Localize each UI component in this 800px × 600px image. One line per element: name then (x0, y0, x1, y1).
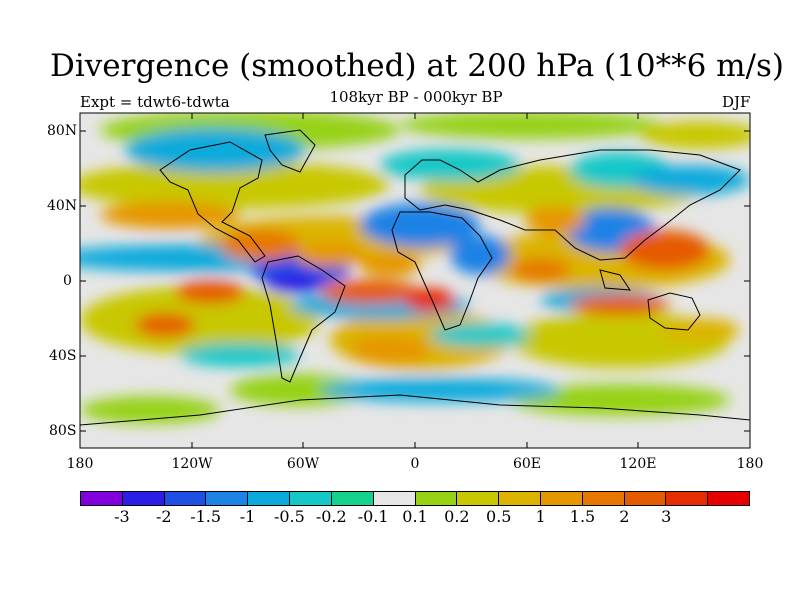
colorbar-label: 1 (535, 507, 546, 526)
colorbar-label: 0.2 (444, 507, 470, 526)
lat-label-80n: 80N (47, 123, 78, 139)
colorbar-label: 0.1 (402, 507, 428, 526)
lat-label-eq: 0 (63, 273, 72, 289)
colorbar-swatch (457, 492, 500, 505)
colorbar-swatch (499, 492, 541, 505)
colorbar-swatch (331, 492, 374, 505)
colorbar-label: -0.1 (357, 507, 389, 526)
colorbar-label: -0.5 (273, 507, 305, 526)
colorbar-label: -3 (114, 507, 130, 526)
colorbar-swatch (373, 492, 416, 505)
colorbar-label: 0.5 (486, 507, 512, 526)
colorbar-label: -1.5 (190, 507, 222, 526)
lon-label-180w: 180 (66, 456, 94, 472)
lon-label-0: 0 (410, 456, 420, 472)
colorbar-swatch (290, 492, 332, 505)
coastlines (80, 129, 750, 426)
colorbar-label: 1.5 (569, 507, 596, 526)
lon-label-60e: 60E (512, 456, 542, 472)
colorbar-label: 3 (661, 507, 672, 526)
season-label: DJF (722, 93, 751, 111)
divergence-field (80, 113, 750, 448)
experiment-label: Expt = tdwt6-tdwta (80, 93, 230, 111)
lat-label-40s: 40S (49, 348, 77, 364)
lon-label-60w: 60W (286, 456, 320, 472)
lon-label-120w: 120W (171, 456, 213, 472)
lon-label-120e: 120E (619, 456, 657, 472)
colorbar-swatch (122, 492, 165, 505)
colorbar (80, 491, 750, 506)
colorbar-swatch (248, 492, 291, 505)
colorbar-swatch (582, 492, 625, 505)
lon-label-180e: 180 (736, 456, 764, 472)
lat-label-40n: 40N (47, 198, 78, 214)
colorbar-swatch (624, 492, 667, 505)
colorbar-swatch (415, 492, 458, 505)
colorbar-swatch (206, 492, 249, 505)
colorbar-label: -0.2 (315, 507, 347, 526)
plot-subtitle: 108kyr BP - 000kyr BP (329, 88, 503, 106)
colorbar-swatch (666, 492, 709, 505)
axis-ticks (80, 113, 750, 448)
lat-label-80s: 80S (49, 423, 77, 439)
colorbar-swatch (708, 492, 749, 505)
colorbar-swatch (81, 492, 123, 505)
colorbar-label: -2 (155, 507, 172, 526)
plot-title: Divergence (smoothed) at 200 hPa (10**6 … (50, 48, 784, 84)
colorbar-swatch (540, 492, 583, 505)
colorbar-label: -1 (239, 507, 256, 526)
colorbar-label: 2 (619, 507, 630, 526)
colorbar-swatch (164, 492, 207, 505)
